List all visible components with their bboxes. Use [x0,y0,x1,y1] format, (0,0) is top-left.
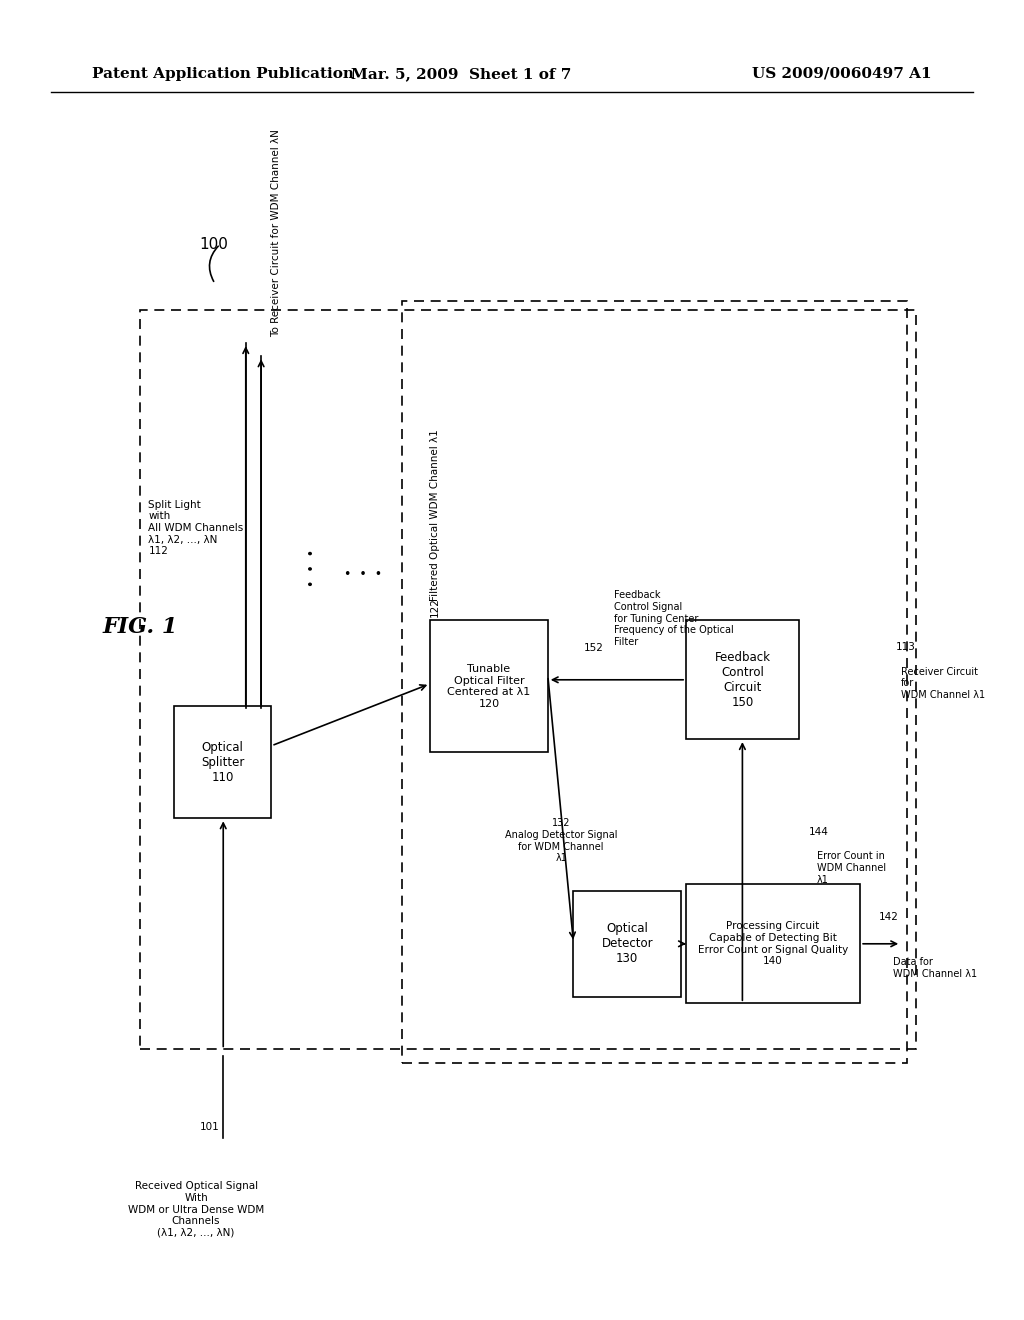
Text: 122: 122 [430,597,440,616]
Text: 142: 142 [879,912,898,923]
Bar [402,301,907,1063]
Text: 132
Analog Detector Signal
for WDM Channel
λ1: 132 Analog Detector Signal for WDM Chann… [505,818,617,863]
Text: FIG. 1: FIG. 1 [102,616,178,638]
Text: To Receiver Circuit for WDM Channel λN: To Receiver Circuit for WDM Channel λN [271,129,282,337]
Text: Patent Application Publication: Patent Application Publication [92,67,354,81]
Text: Optical
Detector
130: Optical Detector 130 [601,923,653,965]
Text: Error Count in
WDM Channel
λ1: Error Count in WDM Channel λ1 [817,851,887,884]
Text: Optical
Splitter
110: Optical Splitter 110 [201,741,245,784]
Text: Feedback
Control
Circuit
150: Feedback Control Circuit 150 [715,651,770,709]
Text: Feedback
Control Signal
for Tuning Center
Frequency of the Optical
Filter: Feedback Control Signal for Tuning Cente… [614,590,734,647]
Bar [174,706,271,818]
Text: US 2009/0060497 A1: US 2009/0060497 A1 [753,67,932,81]
Text: Processing Circuit
Capable of Detecting Bit
Error Count or Signal Quality
140: Processing Circuit Capable of Detecting … [698,921,848,966]
Text: Data for
WDM Channel λ1: Data for WDM Channel λ1 [893,957,977,978]
Text: 152: 152 [584,643,604,653]
Text: 144: 144 [809,826,828,837]
Text: 100: 100 [200,236,228,252]
Text: •  •  •: • • • [344,568,383,581]
Text: Receiver Circuit
for
WDM Channel λ1: Receiver Circuit for WDM Channel λ1 [901,667,985,700]
Text: •  •  •: • • • [306,549,318,586]
Text: Tunable
Optical Filter
Centered at λ1
120: Tunable Optical Filter Centered at λ1 12… [447,664,530,709]
Text: Filtered Optical WDM Channel λ1: Filtered Optical WDM Channel λ1 [430,429,440,601]
Bar [140,310,916,1049]
Text: 101: 101 [200,1122,219,1133]
Text: Mar. 5, 2009  Sheet 1 of 7: Mar. 5, 2009 Sheet 1 of 7 [350,67,571,81]
Bar [430,620,548,752]
Bar [573,891,681,997]
Bar [686,884,860,1003]
Text: Split Light
with
All WDM Channels
λ1, λ2, ..., λN
112: Split Light with All WDM Channels λ1, λ2… [148,500,244,556]
Bar [686,620,799,739]
Text: 113: 113 [896,642,915,652]
Text: Received Optical Signal
With
WDM or Ultra Dense WDM
Channels
(λ1, λ2, ..., λN): Received Optical Signal With WDM or Ultr… [128,1181,264,1238]
